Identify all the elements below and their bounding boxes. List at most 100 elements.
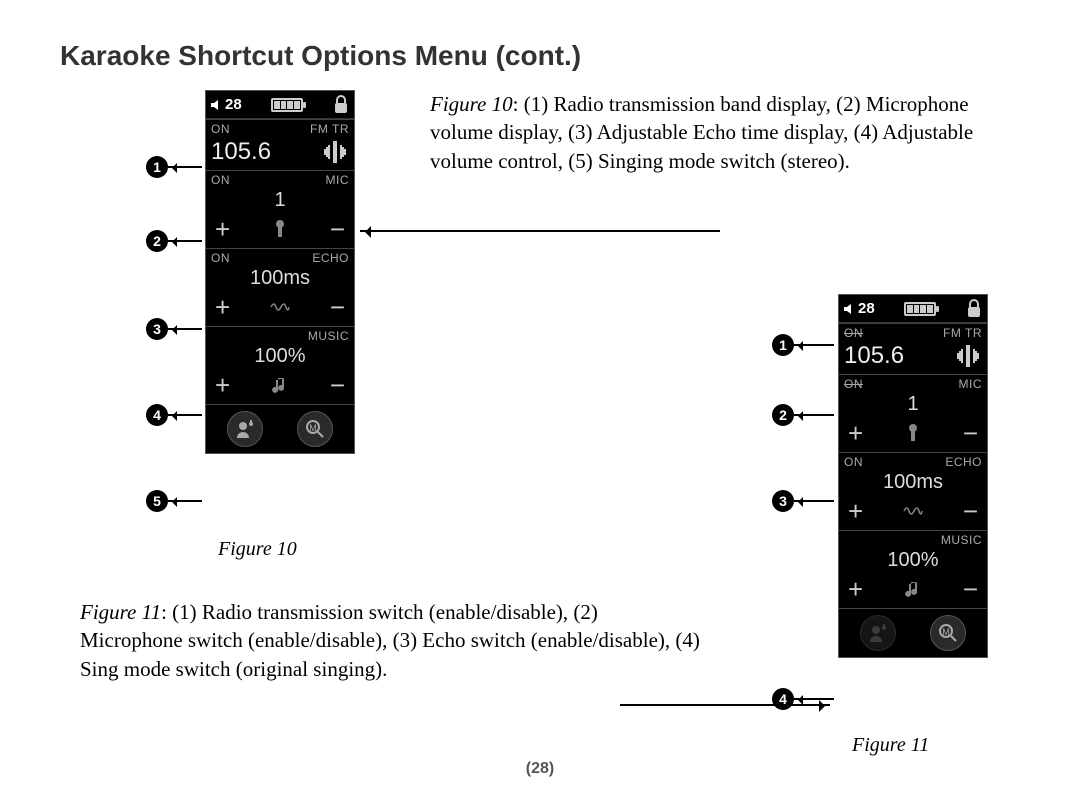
microphone-icon: [904, 423, 922, 443]
search-mode-icon[interactable]: M: [930, 615, 966, 651]
echo-on-label: ON: [211, 251, 230, 265]
mic-value: 1: [211, 187, 349, 214]
echo-minus[interactable]: −: [963, 498, 978, 524]
bottom-icons: M: [206, 404, 354, 453]
callout-number: 1: [146, 156, 168, 178]
battery-icon: [271, 98, 303, 112]
echo-section: ON ECHO 100ms + −: [206, 248, 354, 326]
page-title: Karaoke Shortcut Options Menu (cont.): [60, 40, 1020, 72]
fm-label: FM TR: [310, 122, 349, 136]
fm-on-label: ON: [844, 326, 863, 340]
figure-10-description: Figure 10: (1) Radio transmission band d…: [430, 90, 1010, 175]
svg-text:M: M: [942, 627, 950, 637]
svg-text:M: M: [309, 423, 317, 433]
status-bar: 28: [839, 295, 987, 323]
battery-icon: [904, 302, 936, 316]
mic-plus[interactable]: +: [215, 216, 230, 242]
mic-on-label: ON: [211, 173, 230, 187]
fm-frequency: 105.6: [844, 342, 904, 370]
volume-indicator: 28: [210, 96, 242, 113]
mic-minus[interactable]: −: [963, 420, 978, 446]
echo-value: 100ms: [211, 265, 349, 292]
echo-section: ON ECHO 100ms + −: [839, 452, 987, 530]
echo-on-label: ON: [844, 455, 863, 469]
callout-number: 4: [772, 688, 794, 710]
volume-value: 28: [858, 300, 875, 317]
music-value: 100%: [844, 547, 982, 574]
echo-value: 100ms: [844, 469, 982, 496]
music-plus[interactable]: +: [215, 372, 230, 398]
music-plus[interactable]: +: [848, 576, 863, 602]
figure-11-description: Figure 11: (1) Radio transmission switch…: [80, 598, 700, 683]
mic-minus[interactable]: −: [330, 216, 345, 242]
callout-number: 2: [772, 404, 794, 426]
mic-label: MIC: [326, 173, 350, 187]
echo-label: ECHO: [945, 455, 982, 469]
callout-fig10-3: 3: [146, 318, 202, 340]
callout-fig10-5: 5: [146, 490, 202, 512]
echo-minus[interactable]: −: [330, 294, 345, 320]
device-figure-10: 28 ONFM TR 105.6 ONMIC 1 + − ONECHO 100m…: [205, 90, 355, 454]
mic-section: ON MIC 1 + −: [839, 374, 987, 452]
arrow-to-fig10: [360, 230, 720, 232]
search-mode-icon[interactable]: M: [297, 411, 333, 447]
bottom-icons: M: [839, 608, 987, 657]
sing-mode-icon[interactable]: [227, 411, 263, 447]
mic-on-label: ON: [844, 377, 863, 391]
figure-10-ref: Figure 10: [430, 92, 513, 116]
music-minus[interactable]: −: [963, 576, 978, 602]
callout-number: 4: [146, 404, 168, 426]
status-bar: 28: [206, 91, 354, 119]
microphone-icon: [271, 219, 289, 239]
wave-icon: [270, 300, 290, 314]
signal-icon: [954, 345, 982, 367]
callout-fig11-2: 2: [772, 404, 834, 426]
device-figure-11: 28 ON FM TR 105.6 ON MIC 1 + − ON ECHO 100m…: [838, 294, 988, 658]
mic-value: 1: [844, 391, 982, 418]
mic-plus[interactable]: +: [848, 420, 863, 446]
music-label: MUSIC: [941, 533, 982, 547]
fm-label: FM TR: [943, 326, 982, 340]
sing-mode-icon[interactable]: [860, 615, 896, 651]
mic-section: ON MIC 1 + −: [206, 170, 354, 248]
fm-on-label: ON: [211, 122, 230, 136]
music-label: MUSIC: [308, 329, 349, 343]
music-minus[interactable]: −: [330, 372, 345, 398]
page-number: (28): [0, 760, 1080, 778]
callout-number: 5: [146, 490, 168, 512]
fm-section: ONFM TR 105.6: [206, 119, 354, 170]
callout-fig11-1: 1: [772, 334, 834, 356]
speaker-icon: [210, 98, 224, 112]
figure-11-text: : (1) Radio transmission switch (enable/…: [80, 600, 700, 681]
callout-number: 3: [146, 318, 168, 340]
volume-indicator: 28: [843, 300, 875, 317]
callout-fig11-3: 3: [772, 490, 834, 512]
note-icon: [905, 580, 921, 598]
arrow-to-fig11: [620, 704, 830, 706]
signal-icon: [321, 141, 349, 163]
speaker-icon: [843, 302, 857, 316]
figure-11-ref: Figure 11: [80, 600, 161, 624]
callout-number: 2: [146, 230, 168, 252]
lock-icon: [332, 95, 350, 115]
echo-plus[interactable]: +: [848, 498, 863, 524]
content-area: 28 ON FM TR 105.6 ON MIC 1 + − ON ECHO 100m…: [60, 90, 1020, 770]
callout-number: 1: [772, 334, 794, 356]
callout-number: 3: [772, 490, 794, 512]
callout-fig10-1: 1: [146, 156, 202, 178]
music-value: 100%: [211, 343, 349, 370]
wave-icon: [903, 504, 923, 518]
fm-section: ON FM TR 105.6: [839, 323, 987, 374]
mic-label: MIC: [959, 377, 983, 391]
note-icon: [272, 376, 288, 394]
callout-fig10-4: 4: [146, 404, 202, 426]
music-section: MUSIC 100% + −: [206, 326, 354, 404]
lock-icon: [965, 299, 983, 319]
volume-value: 28: [225, 96, 242, 113]
figure-11-caption: Figure 11: [852, 734, 929, 757]
echo-plus[interactable]: +: [215, 294, 230, 320]
echo-label: ECHO: [312, 251, 349, 265]
callout-fig10-2: 2: [146, 230, 202, 252]
figure-10-caption: Figure 10: [218, 538, 297, 561]
music-section: MUSIC 100% + −: [839, 530, 987, 608]
